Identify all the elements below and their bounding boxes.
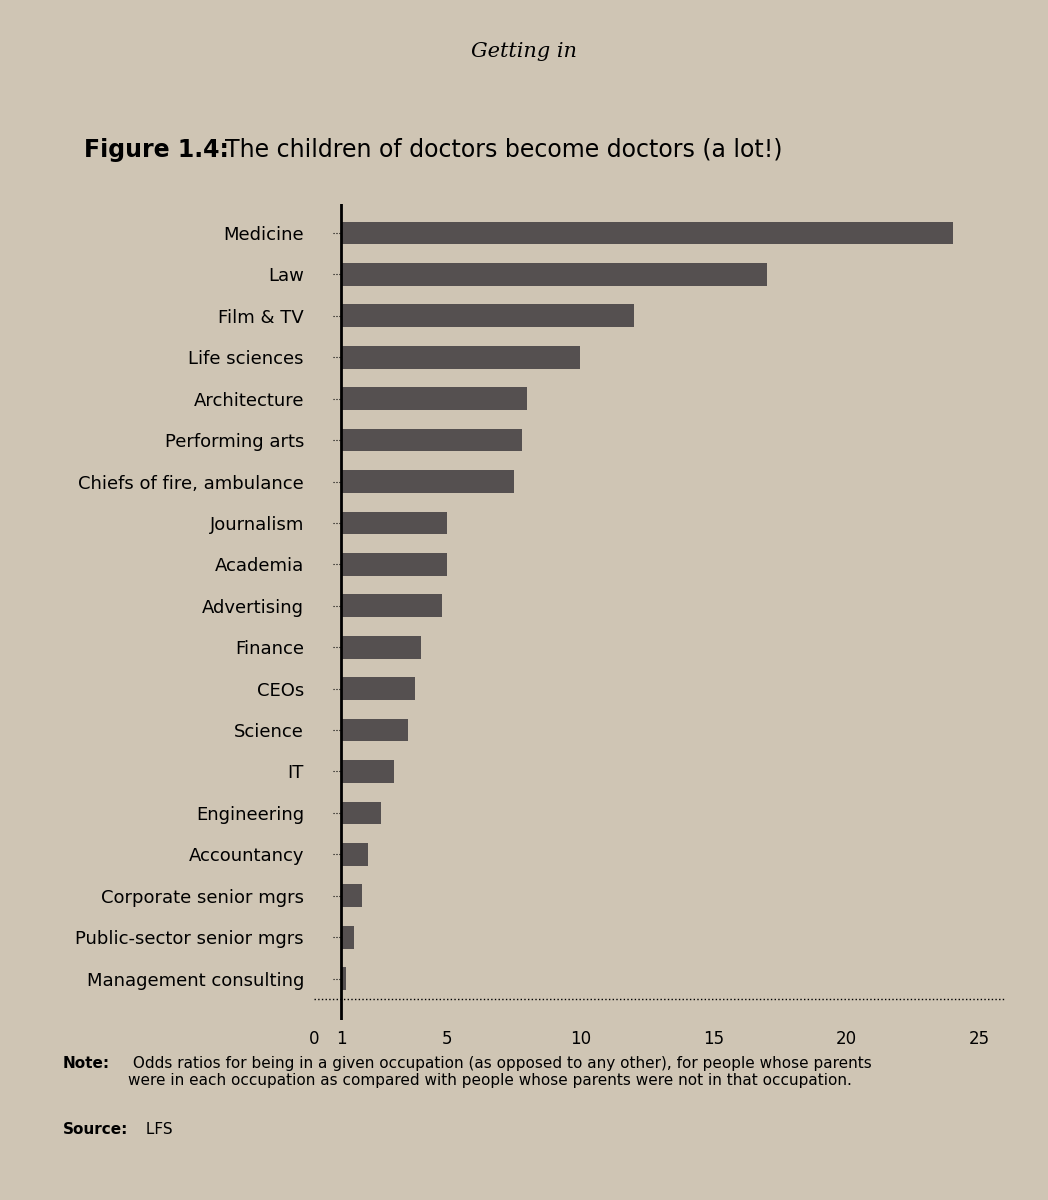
Bar — [341, 884, 363, 907]
Bar — [341, 802, 380, 824]
Bar — [341, 222, 953, 245]
Text: Figure 1.4:: Figure 1.4: — [84, 138, 228, 162]
Bar — [341, 719, 408, 742]
Text: Odds ratios for being in a given occupation (as opposed to any other), for peopl: Odds ratios for being in a given occupat… — [128, 1056, 872, 1088]
Bar — [341, 553, 447, 576]
Bar — [341, 263, 767, 286]
Text: LFS: LFS — [141, 1122, 173, 1138]
Bar — [341, 511, 447, 534]
Text: Source:: Source: — [63, 1122, 128, 1138]
Bar — [341, 388, 527, 410]
Bar — [341, 636, 421, 659]
Bar — [341, 842, 368, 865]
Bar — [341, 428, 522, 451]
Text: Note:: Note: — [63, 1056, 110, 1070]
Text: Getting in: Getting in — [471, 42, 577, 61]
Bar — [341, 305, 634, 328]
Bar — [341, 470, 514, 493]
Bar — [341, 346, 581, 368]
Bar — [341, 677, 415, 700]
Bar — [341, 594, 442, 617]
Bar — [341, 925, 354, 948]
Text: The children of doctors become doctors (a lot!): The children of doctors become doctors (… — [225, 138, 783, 162]
Bar — [341, 760, 394, 782]
Bar — [341, 967, 346, 990]
